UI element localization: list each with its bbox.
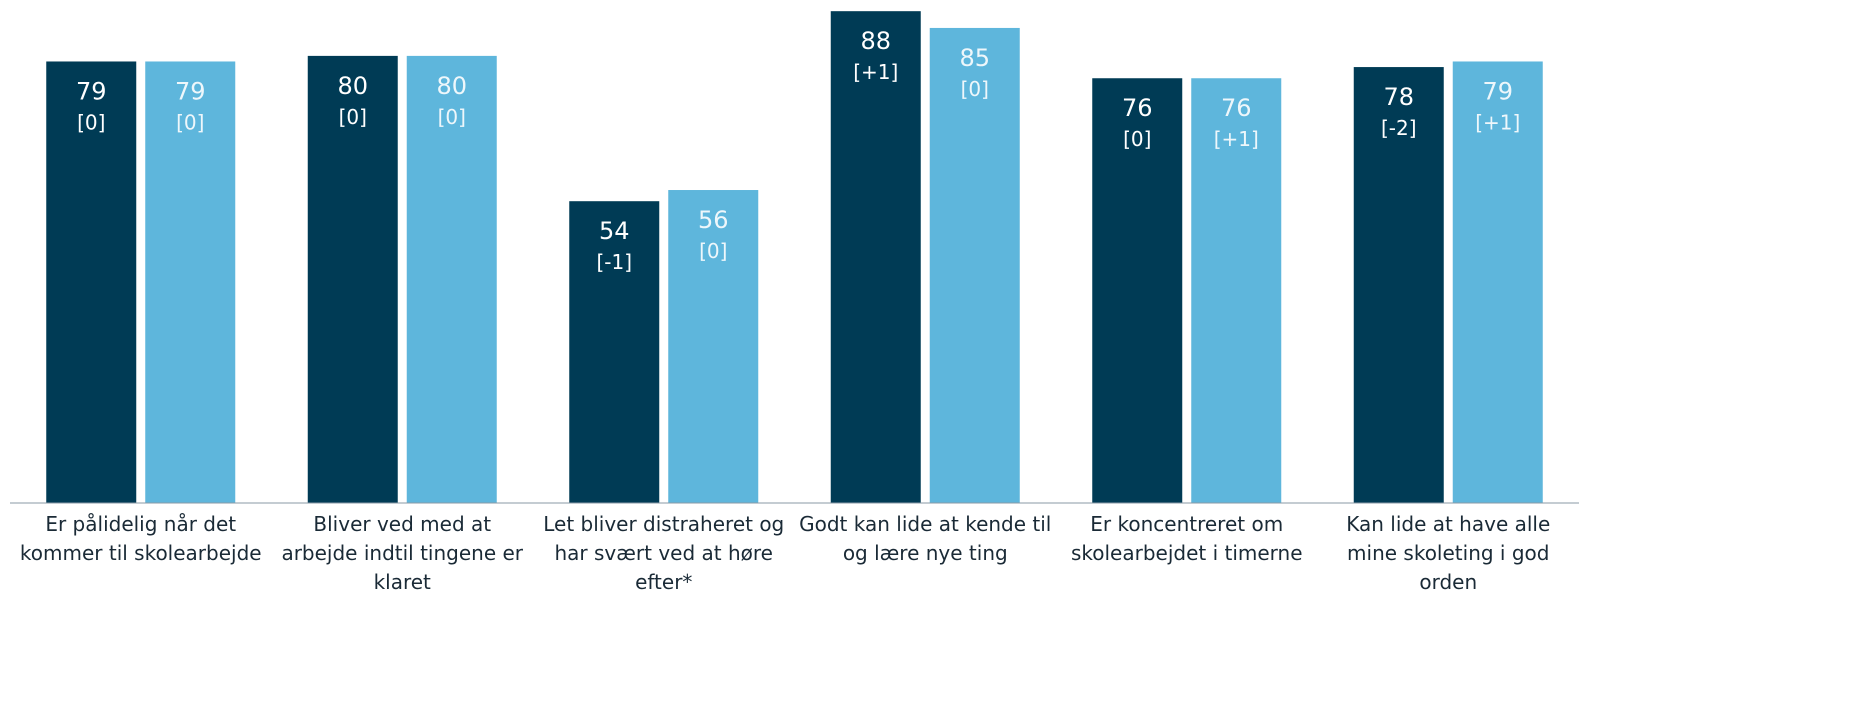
change-label: [+1] — [1214, 127, 1259, 151]
bar — [830, 11, 921, 504]
bar — [1092, 78, 1183, 503]
value-label: 80 — [436, 72, 467, 100]
x-tick-label: Kan lide at have alle mine skoleting i g… — [1346, 512, 1551, 594]
bar — [307, 55, 398, 504]
value-label: 88 — [860, 27, 891, 55]
bar — [668, 190, 759, 503]
change-label: [-1] — [596, 250, 632, 274]
change-label: [0] — [339, 105, 367, 129]
bar — [1353, 67, 1444, 504]
x-tick-label: Let bliver distraheret og har svært ved … — [543, 512, 785, 594]
bar — [145, 61, 236, 503]
bar — [406, 55, 497, 504]
change-label: [0] — [699, 239, 727, 263]
value-label: 54 — [599, 217, 630, 245]
bar — [46, 61, 137, 503]
value-label: 56 — [698, 206, 729, 234]
change-label: [0] — [1123, 127, 1151, 151]
value-label: 79 — [76, 77, 107, 105]
change-label: [0] — [961, 77, 989, 101]
change-label: [0] — [176, 110, 204, 134]
value-label: 79 — [1482, 77, 1513, 105]
x-tick-label: Godt kan lide at kende til og lære nye t… — [799, 512, 1052, 565]
bar — [569, 201, 660, 503]
value-label: 76 — [1122, 94, 1153, 122]
value-label: 78 — [1383, 83, 1414, 111]
bar — [1191, 78, 1282, 503]
value-label: 85 — [959, 44, 990, 72]
bar — [929, 27, 1020, 503]
value-label: 76 — [1221, 94, 1252, 122]
value-label: 80 — [337, 72, 368, 100]
x-tick-label: Bliver ved med at arbejde indtil tingene… — [281, 512, 524, 594]
change-label: [+1] — [853, 60, 898, 84]
change-label: [0] — [438, 105, 466, 129]
x-tick-label: Er pålidelig når det kommer til skolearb… — [19, 512, 262, 565]
change-label: [+1] — [1475, 110, 1520, 134]
change-label: [0] — [77, 110, 105, 134]
x-tick-label: Er koncentreret om skolearbejdet i timer… — [1070, 512, 1303, 565]
bar — [1452, 61, 1543, 503]
value-label: 79 — [175, 77, 206, 105]
change-label: [-2] — [1381, 116, 1417, 140]
